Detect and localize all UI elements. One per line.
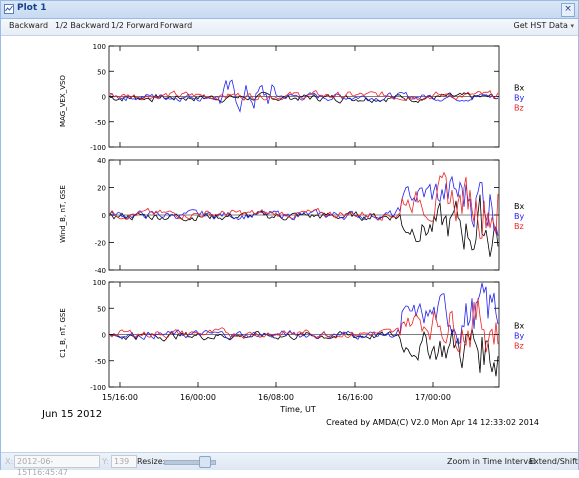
panel-3-legend-by: By (514, 332, 524, 341)
y-coord-label: Y: (102, 457, 109, 466)
resize-slider[interactable] (164, 460, 216, 465)
panel-3-ytick-label: 50 (97, 305, 106, 313)
plot-canvas[interactable]: MAG_VEX_VSO Wind_B, nT, GSE C1_B, nT, GS… (2, 36, 578, 450)
panel-2-legend-bx: Bx (514, 202, 524, 211)
x-tick-label: 17/00:00 (415, 393, 451, 402)
panel-3-ytick-label: -50 (95, 358, 106, 366)
plot-graphics: 100500-50-100BxByBz40200-20-40BxByBz1005… (90, 43, 524, 402)
plot-window-icon (4, 4, 14, 14)
date-label: Jun 15 2012 (41, 409, 102, 420)
panel-1-ytick-label: 100 (93, 43, 106, 51)
panel-3-ytick-label: -100 (90, 384, 106, 392)
half-forward-button[interactable]: 1/2 Forward (111, 21, 159, 30)
panel-1-ytick-label: 50 (97, 68, 106, 76)
x-coord-label: X: (5, 457, 14, 466)
x-tick-label: 16/16:00 (337, 393, 373, 402)
zoom-time-interval-button[interactable]: Zoom in Time Interval (447, 457, 536, 466)
panel-1-ytick-label: -100 (90, 144, 106, 152)
x-axis-label: Time, UT (279, 405, 316, 414)
resize-label: Resize: (137, 457, 166, 466)
panel-2-ytick-label: 40 (97, 157, 106, 165)
extend-shift-button[interactable]: Extend/Shift (529, 457, 578, 466)
panel-1-trace-bz (109, 90, 499, 102)
panel-1-ytick-label: -50 (95, 119, 106, 127)
get-hst-data-button[interactable]: Get HST Data ▾ (514, 21, 575, 30)
panel-2-legend-bz: Bz (514, 222, 524, 231)
resize-slider-handle[interactable] (199, 456, 211, 468)
panel-3-ytick-label: 0 (102, 332, 106, 340)
half-backward-button[interactable]: 1/2 Backward (55, 21, 110, 30)
panel-2-ytick-label: 20 (97, 185, 106, 193)
toolbar: Backward 1/2 Backward 1/2 Forward Forwar… (1, 19, 578, 36)
panel-2-ytick-label: -40 (95, 267, 106, 275)
panel-3-legend-bz: Bz (514, 342, 524, 351)
x-tick-label: 16/08:00 (258, 393, 294, 402)
chevron-down-icon: ▾ (570, 22, 574, 30)
window-title: Plot 1 (17, 3, 47, 13)
panel-1-legend-by: By (514, 94, 524, 103)
panel-3-ylabel: C1_B, nT, GSE (59, 308, 67, 358)
panel-2-trace-bx (109, 194, 499, 257)
panel-3-ytick-label: 100 (93, 279, 106, 287)
panel-2-legend-by: By (514, 212, 524, 221)
close-button[interactable]: × (561, 3, 575, 17)
panel-1-ylabel: MAG_VEX_VSO (59, 75, 67, 127)
panel-2-ylabel: Wind_B, nT, GSE (59, 185, 67, 243)
panel-2-trace-bz (109, 171, 499, 239)
panel-1-trace-by (109, 79, 499, 113)
panel-1-legend-bx: Bx (514, 84, 524, 93)
panel-1-legend-bz: Bz (514, 104, 524, 113)
x-tick-label: 15/16:00 (102, 393, 138, 402)
panel-2-ytick-label: 0 (102, 212, 106, 220)
status-bar: X: 2012-06-15T16:45:47 Y: 139 Resize: Zo… (1, 452, 578, 477)
panel-3-trace-bx (109, 328, 499, 377)
panel-2-trace-by (109, 175, 499, 236)
get-hst-data-label: Get HST Data (513, 21, 568, 30)
panel-3-trace-bz (109, 298, 499, 354)
panel-3-legend-bx: Bx (514, 322, 524, 331)
x-tick-label: 16/00:00 (180, 393, 216, 402)
panel-3-trace-by (109, 282, 499, 345)
panel-1-ytick-label: 0 (102, 94, 106, 102)
y-coord-field: 139 (111, 455, 137, 468)
backward-button[interactable]: Backward (9, 21, 49, 30)
panel-2-ytick-label: -20 (95, 240, 106, 248)
credit-text: Created by AMDA(C) V2.0 Mon Apr 14 12:33… (326, 418, 539, 427)
title-bar[interactable]: Plot 1 × (1, 1, 578, 19)
forward-button[interactable]: Forward (160, 21, 193, 30)
x-coord-field: 2012-06-15T16:45:47 (14, 455, 100, 477)
plot-area[interactable]: MAG_VEX_VSO Wind_B, nT, GSE C1_B, nT, GS… (2, 36, 578, 450)
